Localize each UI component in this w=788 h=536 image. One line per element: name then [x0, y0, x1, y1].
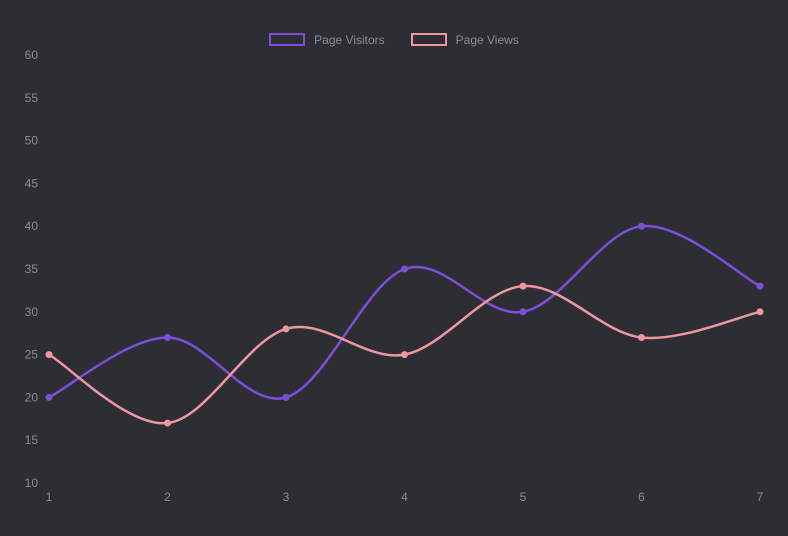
data-point-page-views[interactable] [164, 419, 171, 427]
x-axis-tick-label: 7 [757, 490, 764, 504]
legend-label: Page Visitors [314, 32, 385, 47]
data-point-page-visitors[interactable] [756, 282, 764, 290]
chart-legend: Page Visitors Page Views [0, 33, 788, 46]
data-point-page-views[interactable] [45, 351, 53, 359]
legend-item-page-visitors[interactable]: Page Visitors [269, 32, 385, 47]
x-axis-tick-label: 6 [638, 490, 645, 504]
data-point-page-visitors[interactable] [519, 308, 527, 316]
legend-swatch [410, 33, 447, 46]
data-point-page-visitors[interactable] [401, 265, 408, 273]
legend-item-page-views[interactable]: Page Views [410, 32, 519, 47]
y-axis-tick-label: 40 [25, 219, 39, 233]
y-axis-tick-label: 55 [25, 91, 39, 105]
data-point-page-views[interactable] [519, 282, 527, 290]
x-axis-tick-label: 2 [164, 490, 171, 504]
x-axis-tick-label: 3 [283, 490, 290, 504]
data-point-page-views[interactable] [401, 351, 408, 359]
y-axis-tick-label: 10 [25, 476, 39, 490]
y-axis-tick-label: 35 [25, 262, 39, 276]
y-axis-tick-label: 30 [25, 305, 39, 319]
legend-label: Page Views [455, 32, 519, 47]
legend-swatch [269, 33, 306, 46]
data-point-page-views[interactable] [638, 333, 645, 341]
series-line-page-visitors [47, 224, 762, 400]
data-point-page-views[interactable] [282, 325, 290, 333]
data-point-page-visitors[interactable] [282, 393, 290, 401]
x-axis-tick-label: 4 [401, 490, 408, 504]
y-axis-tick-label: 50 [25, 134, 39, 148]
y-axis-tick-label: 45 [25, 176, 39, 190]
y-axis-tick-label: 20 [25, 390, 39, 404]
y-axis-tick-label: 60 [25, 48, 39, 62]
data-point-page-visitors[interactable] [638, 222, 645, 230]
x-axis-tick-label: 5 [520, 490, 527, 504]
data-point-page-visitors[interactable] [45, 393, 53, 401]
x-axis-tick-label: 1 [46, 490, 53, 504]
y-axis-tick-label: 25 [25, 348, 39, 362]
y-axis-tick-label: 15 [25, 433, 39, 447]
data-point-page-visitors[interactable] [164, 333, 171, 341]
data-point-page-views[interactable] [756, 308, 764, 316]
